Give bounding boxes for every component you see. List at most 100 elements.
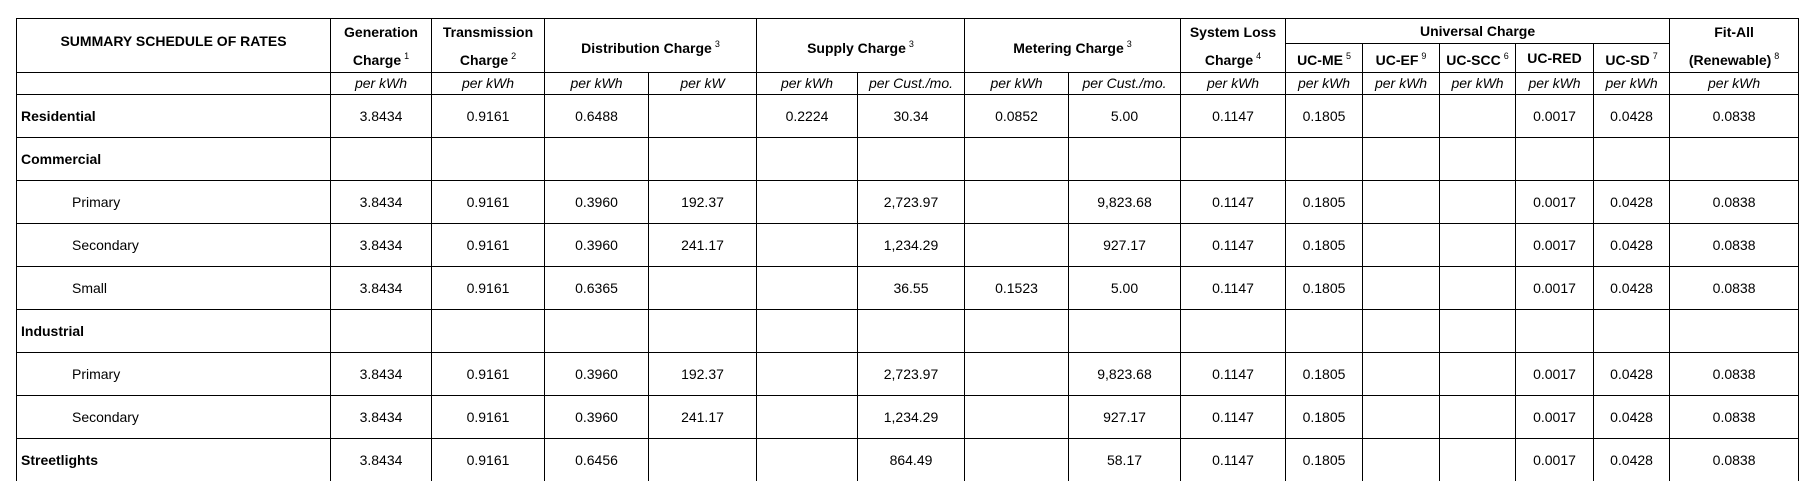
empty-cell xyxy=(432,310,545,353)
rate-value: 30.34 xyxy=(858,95,965,138)
rate-value: 0.9161 xyxy=(432,181,545,224)
rate-value: 0.0428 xyxy=(1594,267,1670,310)
footnote-mark: 6 xyxy=(1504,51,1509,61)
rate-value: 0.1523 xyxy=(965,267,1069,310)
empty-cell xyxy=(1440,138,1516,181)
empty-cell xyxy=(757,181,858,224)
rate-value: 0.1147 xyxy=(1181,439,1286,481)
sub-header-text: UC-SD xyxy=(1605,52,1649,68)
empty-cell xyxy=(1363,138,1440,181)
rate-value: 0.0017 xyxy=(1516,396,1594,439)
empty-cell xyxy=(649,267,757,310)
rate-value: 0.0428 xyxy=(1594,224,1670,267)
empty-cell xyxy=(1069,138,1181,181)
rate-value: 927.17 xyxy=(1069,396,1181,439)
footnote-mark: 5 xyxy=(1346,51,1351,61)
empty-cell xyxy=(1670,138,1799,181)
rate-value: 0.0838 xyxy=(1670,396,1799,439)
rate-value: 0.9161 xyxy=(432,267,545,310)
empty-cell xyxy=(965,439,1069,481)
empty-cell xyxy=(1440,353,1516,396)
rate-value: 5.00 xyxy=(1069,267,1181,310)
empty-cell xyxy=(965,353,1069,396)
blank-cell xyxy=(17,73,331,95)
rate-value: 0.3960 xyxy=(545,353,649,396)
rate-value: 0.6365 xyxy=(545,267,649,310)
row-label: Commercial xyxy=(17,138,331,181)
rate-value: 0.1805 xyxy=(1286,95,1363,138)
empty-cell xyxy=(649,439,757,481)
empty-cell xyxy=(1516,138,1594,181)
empty-cell xyxy=(757,267,858,310)
rate-value: 0.1805 xyxy=(1286,181,1363,224)
sub-header: UC-RED xyxy=(1516,44,1594,73)
unit-label: per kWh xyxy=(545,73,649,95)
unit-label: per Cust./mo. xyxy=(1069,73,1181,95)
rate-value: 0.0428 xyxy=(1594,439,1670,481)
rate-value: 0.0428 xyxy=(1594,396,1670,439)
rate-value: 192.37 xyxy=(649,181,757,224)
rate-value: 0.0017 xyxy=(1516,95,1594,138)
rate-value: 0.1805 xyxy=(1286,224,1363,267)
empty-cell xyxy=(1363,439,1440,481)
unit-label: per kWh xyxy=(1286,73,1363,95)
rate-value: 0.1147 xyxy=(1181,353,1286,396)
empty-cell xyxy=(1440,439,1516,481)
empty-cell xyxy=(757,224,858,267)
empty-cell xyxy=(1286,310,1363,353)
rate-value: 192.37 xyxy=(649,353,757,396)
rate-value: 0.9161 xyxy=(432,353,545,396)
empty-cell xyxy=(858,138,965,181)
rate-value: 0.3960 xyxy=(545,396,649,439)
empty-cell xyxy=(545,310,649,353)
column-header-text: Transmission Charge xyxy=(443,24,533,68)
footnote-mark: 2 xyxy=(511,51,516,61)
rate-value: 0.9161 xyxy=(432,439,545,481)
empty-cell xyxy=(1363,353,1440,396)
empty-cell xyxy=(1440,396,1516,439)
unit-label: per kWh xyxy=(331,73,432,95)
unit-label: per kWh xyxy=(1181,73,1286,95)
rate-value: 1,234.29 xyxy=(858,224,965,267)
rate-value: 9,823.68 xyxy=(1069,181,1181,224)
empty-cell xyxy=(1286,138,1363,181)
column-header: Universal Charge xyxy=(1286,19,1670,44)
footnote-mark: 3 xyxy=(909,39,914,49)
rate-value: 241.17 xyxy=(649,224,757,267)
rate-value: 0.0838 xyxy=(1670,353,1799,396)
rate-value: 0.6488 xyxy=(545,95,649,138)
footnote-mark: 9 xyxy=(1421,51,1426,61)
rate-value: 0.9161 xyxy=(432,95,545,138)
rate-value: 0.0838 xyxy=(1670,224,1799,267)
empty-cell xyxy=(965,396,1069,439)
empty-cell xyxy=(1363,95,1440,138)
empty-cell xyxy=(1181,138,1286,181)
rate-value: 0.0017 xyxy=(1516,439,1594,481)
sub-header-text: UC-RED xyxy=(1527,50,1581,66)
rate-value: 0.1147 xyxy=(1181,95,1286,138)
rate-value: 36.55 xyxy=(858,267,965,310)
row-label: Secondary xyxy=(17,224,331,267)
footnote-mark: 1 xyxy=(404,51,409,61)
row-label: Residential xyxy=(17,95,331,138)
rate-value: 241.17 xyxy=(649,396,757,439)
rate-value: 0.0017 xyxy=(1516,181,1594,224)
empty-cell xyxy=(1069,310,1181,353)
sub-header-text: UC-ME xyxy=(1297,52,1343,68)
rate-value: 3.8434 xyxy=(331,181,432,224)
rate-value: 0.1147 xyxy=(1181,267,1286,310)
empty-cell xyxy=(757,353,858,396)
rate-value: 3.8434 xyxy=(331,267,432,310)
rate-value: 0.1805 xyxy=(1286,267,1363,310)
column-header-text: Metering Charge xyxy=(1013,40,1123,56)
